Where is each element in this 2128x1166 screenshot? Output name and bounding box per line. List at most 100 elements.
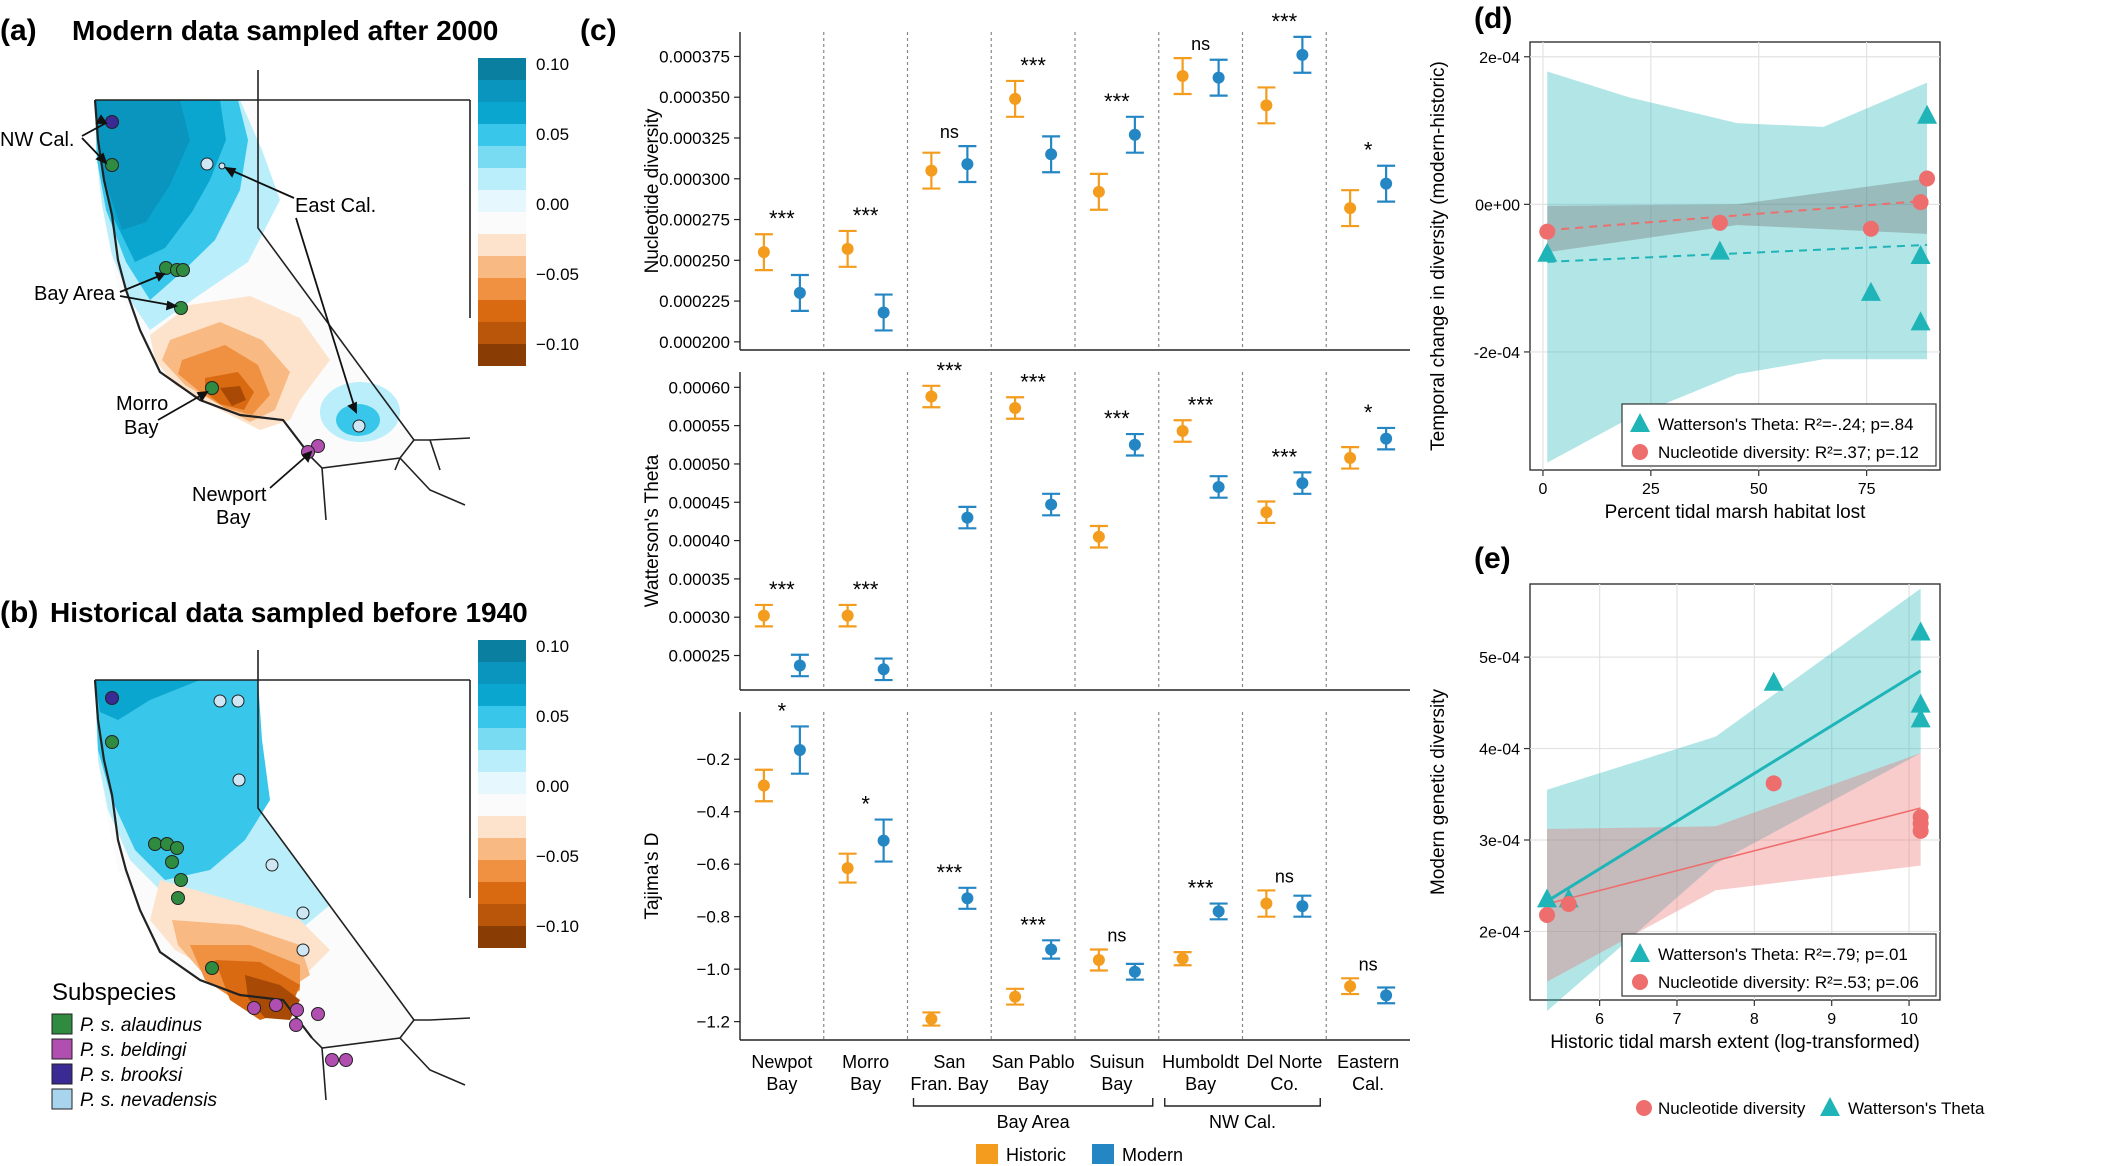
fit-line (1547, 243, 1928, 263)
nucleotide-point (1912, 822, 1929, 839)
colorbar-swatch (478, 212, 526, 234)
colorbar-tick-label: 0.05 (536, 125, 569, 144)
colorbar-swatch (478, 102, 526, 124)
confidence-band (1547, 178, 1928, 253)
theta-point (1910, 708, 1931, 728)
x-tick-label: 25 (1642, 481, 1660, 498)
y-tick-label: 0.000350 (659, 88, 730, 107)
colorbar-historic: 0.10 0.05 0.00 −0.05 −0.10 (478, 637, 579, 948)
modern-point (1296, 477, 1309, 490)
legend-marker-theta (1820, 1097, 1840, 1116)
category-label: Morro (842, 1052, 889, 1072)
significance-label: * (1364, 138, 1373, 163)
significance-label: *** (853, 203, 879, 228)
historic-point (1260, 506, 1273, 519)
map-modern-sites (105, 115, 366, 459)
modern-point (1212, 71, 1225, 84)
theta-point (1910, 693, 1931, 713)
y-tick-label: −0.4 (696, 803, 730, 822)
subspecies-label: P. s. beldingi (80, 1040, 187, 1061)
subspecies-swatch (51, 1013, 73, 1035)
y-tick-label: 3e-04 (1479, 833, 1520, 850)
label-bay-area: Bay Area (34, 283, 116, 305)
significance-label: *** (1272, 444, 1298, 469)
colorbar-swatch (478, 278, 526, 300)
modern-point (877, 663, 890, 676)
stats-legend-marker (1632, 974, 1648, 990)
theta-point (1910, 245, 1931, 264)
colorbar-tick-label: 0.10 (536, 55, 569, 74)
panel-b-title: Historical data sampled before 1940 (50, 597, 528, 628)
historic-point (1176, 425, 1189, 438)
nucleotide-point (1765, 775, 1782, 792)
historic-point (1092, 530, 1105, 543)
significance-label: *** (769, 577, 795, 602)
theta-point (1709, 240, 1730, 260)
y-axis-label: Modern genetic diversity (1428, 689, 1449, 895)
y-tick-label: 5e-04 (1479, 650, 1520, 667)
subspecies-swatch (51, 1038, 73, 1060)
category-label: Newpot (751, 1052, 812, 1072)
nucleotide-point (1539, 223, 1556, 240)
y-tick-label: 2e-04 (1479, 924, 1520, 941)
category-label: Bay (850, 1074, 881, 1094)
colorbar-swatch (478, 706, 526, 728)
significance-label: ns (1275, 866, 1294, 886)
colorbar-swatch (478, 904, 526, 926)
plot-area (1529, 583, 1941, 1001)
category-label: Fran. Bay (910, 1074, 988, 1094)
category-label: Bay (1018, 1074, 1049, 1094)
significance-label: ns (1107, 925, 1126, 945)
modern-point (961, 892, 974, 905)
historic-point (757, 246, 770, 259)
colorbar-swatch (478, 256, 526, 278)
colorbar-swatch (478, 146, 526, 168)
colorbar-swatch (478, 794, 526, 816)
y-tick-label: 0.000325 (659, 129, 730, 148)
colorbar-swatch (478, 816, 526, 838)
historic-point (1009, 990, 1022, 1003)
map-historic-borders (93, 650, 471, 1101)
group-bracket (912, 1098, 1154, 1107)
panel-d-plot: 0 25 50 75 2e-04 0e+00 -2e-04 Percent tidal mar… (1428, 41, 1941, 523)
modern-point (1380, 177, 1393, 190)
y-tick-label: 0.00055 (669, 417, 730, 436)
significance-label: *** (1020, 912, 1046, 937)
colorbar-swatch (478, 838, 526, 860)
colorbar-swatch (478, 684, 526, 706)
theta-point (1910, 621, 1931, 641)
colorbar-tick-label: −0.05 (536, 847, 579, 866)
colorbar-swatch (478, 300, 526, 322)
panel-c-letter: (c) (580, 14, 617, 47)
historic-point (1009, 402, 1022, 415)
panel-d-letter: (d) (1474, 2, 1512, 35)
stats-legend-text: Nucleotide diversity: R²=.37; p=.12 (1658, 443, 1919, 462)
confidence-band (1547, 71, 1928, 463)
y-axis-label: Tajima's D (642, 832, 663, 919)
significance-label: *** (1272, 9, 1298, 34)
significance-label: *** (1020, 369, 1046, 394)
y-tick-label: 0.00040 (669, 532, 730, 551)
historic-point (1092, 185, 1105, 198)
stats-legend-marker (1632, 444, 1648, 460)
legend-swatch (1092, 1144, 1114, 1164)
colorbar-swatch (478, 860, 526, 882)
modern-point (793, 286, 806, 299)
historic-point (757, 609, 770, 622)
x-axis-label: Percent tidal marsh habitat lost (1605, 502, 1867, 523)
map-historic-sites (105, 691, 353, 1067)
subspecies-label: P. s. alaudinus (80, 1015, 203, 1036)
colorbar-swatch (478, 80, 526, 102)
theta-point (1763, 671, 1784, 691)
panel-a-letter: (a) (0, 14, 37, 47)
subspecies-swatch (51, 1088, 73, 1110)
historic-point (841, 609, 854, 622)
colorbar-tick-label: 0.00 (536, 195, 569, 214)
legend-swatch (976, 1144, 998, 1164)
significance-label: * (778, 698, 787, 723)
x-tick-label: 50 (1750, 481, 1768, 498)
modern-point (1212, 480, 1225, 493)
modern-point (961, 158, 974, 171)
modern-point (1128, 438, 1141, 451)
significance-label: ns (1359, 954, 1378, 974)
